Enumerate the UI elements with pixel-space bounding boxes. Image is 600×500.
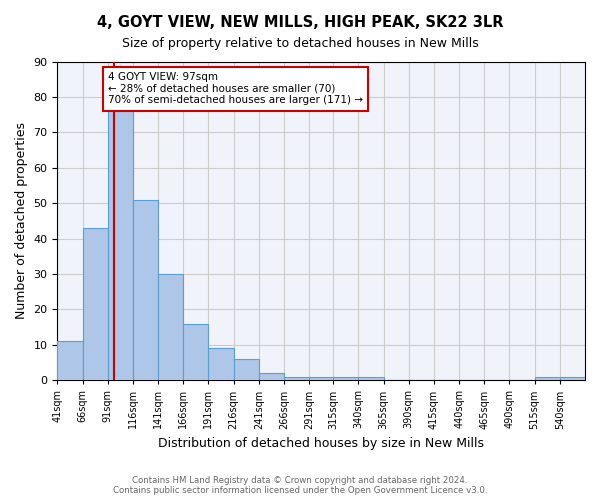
Bar bbox=[233, 359, 259, 380]
Bar bbox=[58, 342, 83, 380]
Bar bbox=[133, 200, 158, 380]
X-axis label: Distribution of detached houses by size in New Mills: Distribution of detached houses by size … bbox=[158, 437, 484, 450]
Bar bbox=[158, 274, 183, 380]
Text: 4, GOYT VIEW, NEW MILLS, HIGH PEAK, SK22 3LR: 4, GOYT VIEW, NEW MILLS, HIGH PEAK, SK22… bbox=[97, 15, 503, 30]
Text: Size of property relative to detached houses in New Mills: Size of property relative to detached ho… bbox=[122, 38, 478, 51]
Y-axis label: Number of detached properties: Number of detached properties bbox=[15, 122, 28, 320]
Text: 4 GOYT VIEW: 97sqm
← 28% of detached houses are smaller (70)
70% of semi-detache: 4 GOYT VIEW: 97sqm ← 28% of detached hou… bbox=[108, 72, 363, 106]
Bar bbox=[259, 373, 284, 380]
Text: Contains HM Land Registry data © Crown copyright and database right 2024.
Contai: Contains HM Land Registry data © Crown c… bbox=[113, 476, 487, 495]
Bar bbox=[535, 376, 560, 380]
Bar bbox=[333, 376, 358, 380]
Bar bbox=[358, 376, 383, 380]
Bar bbox=[183, 324, 208, 380]
Bar bbox=[560, 376, 585, 380]
Bar bbox=[284, 376, 309, 380]
Bar bbox=[108, 111, 133, 380]
Bar bbox=[309, 376, 334, 380]
Bar bbox=[83, 228, 108, 380]
Bar bbox=[208, 348, 233, 380]
